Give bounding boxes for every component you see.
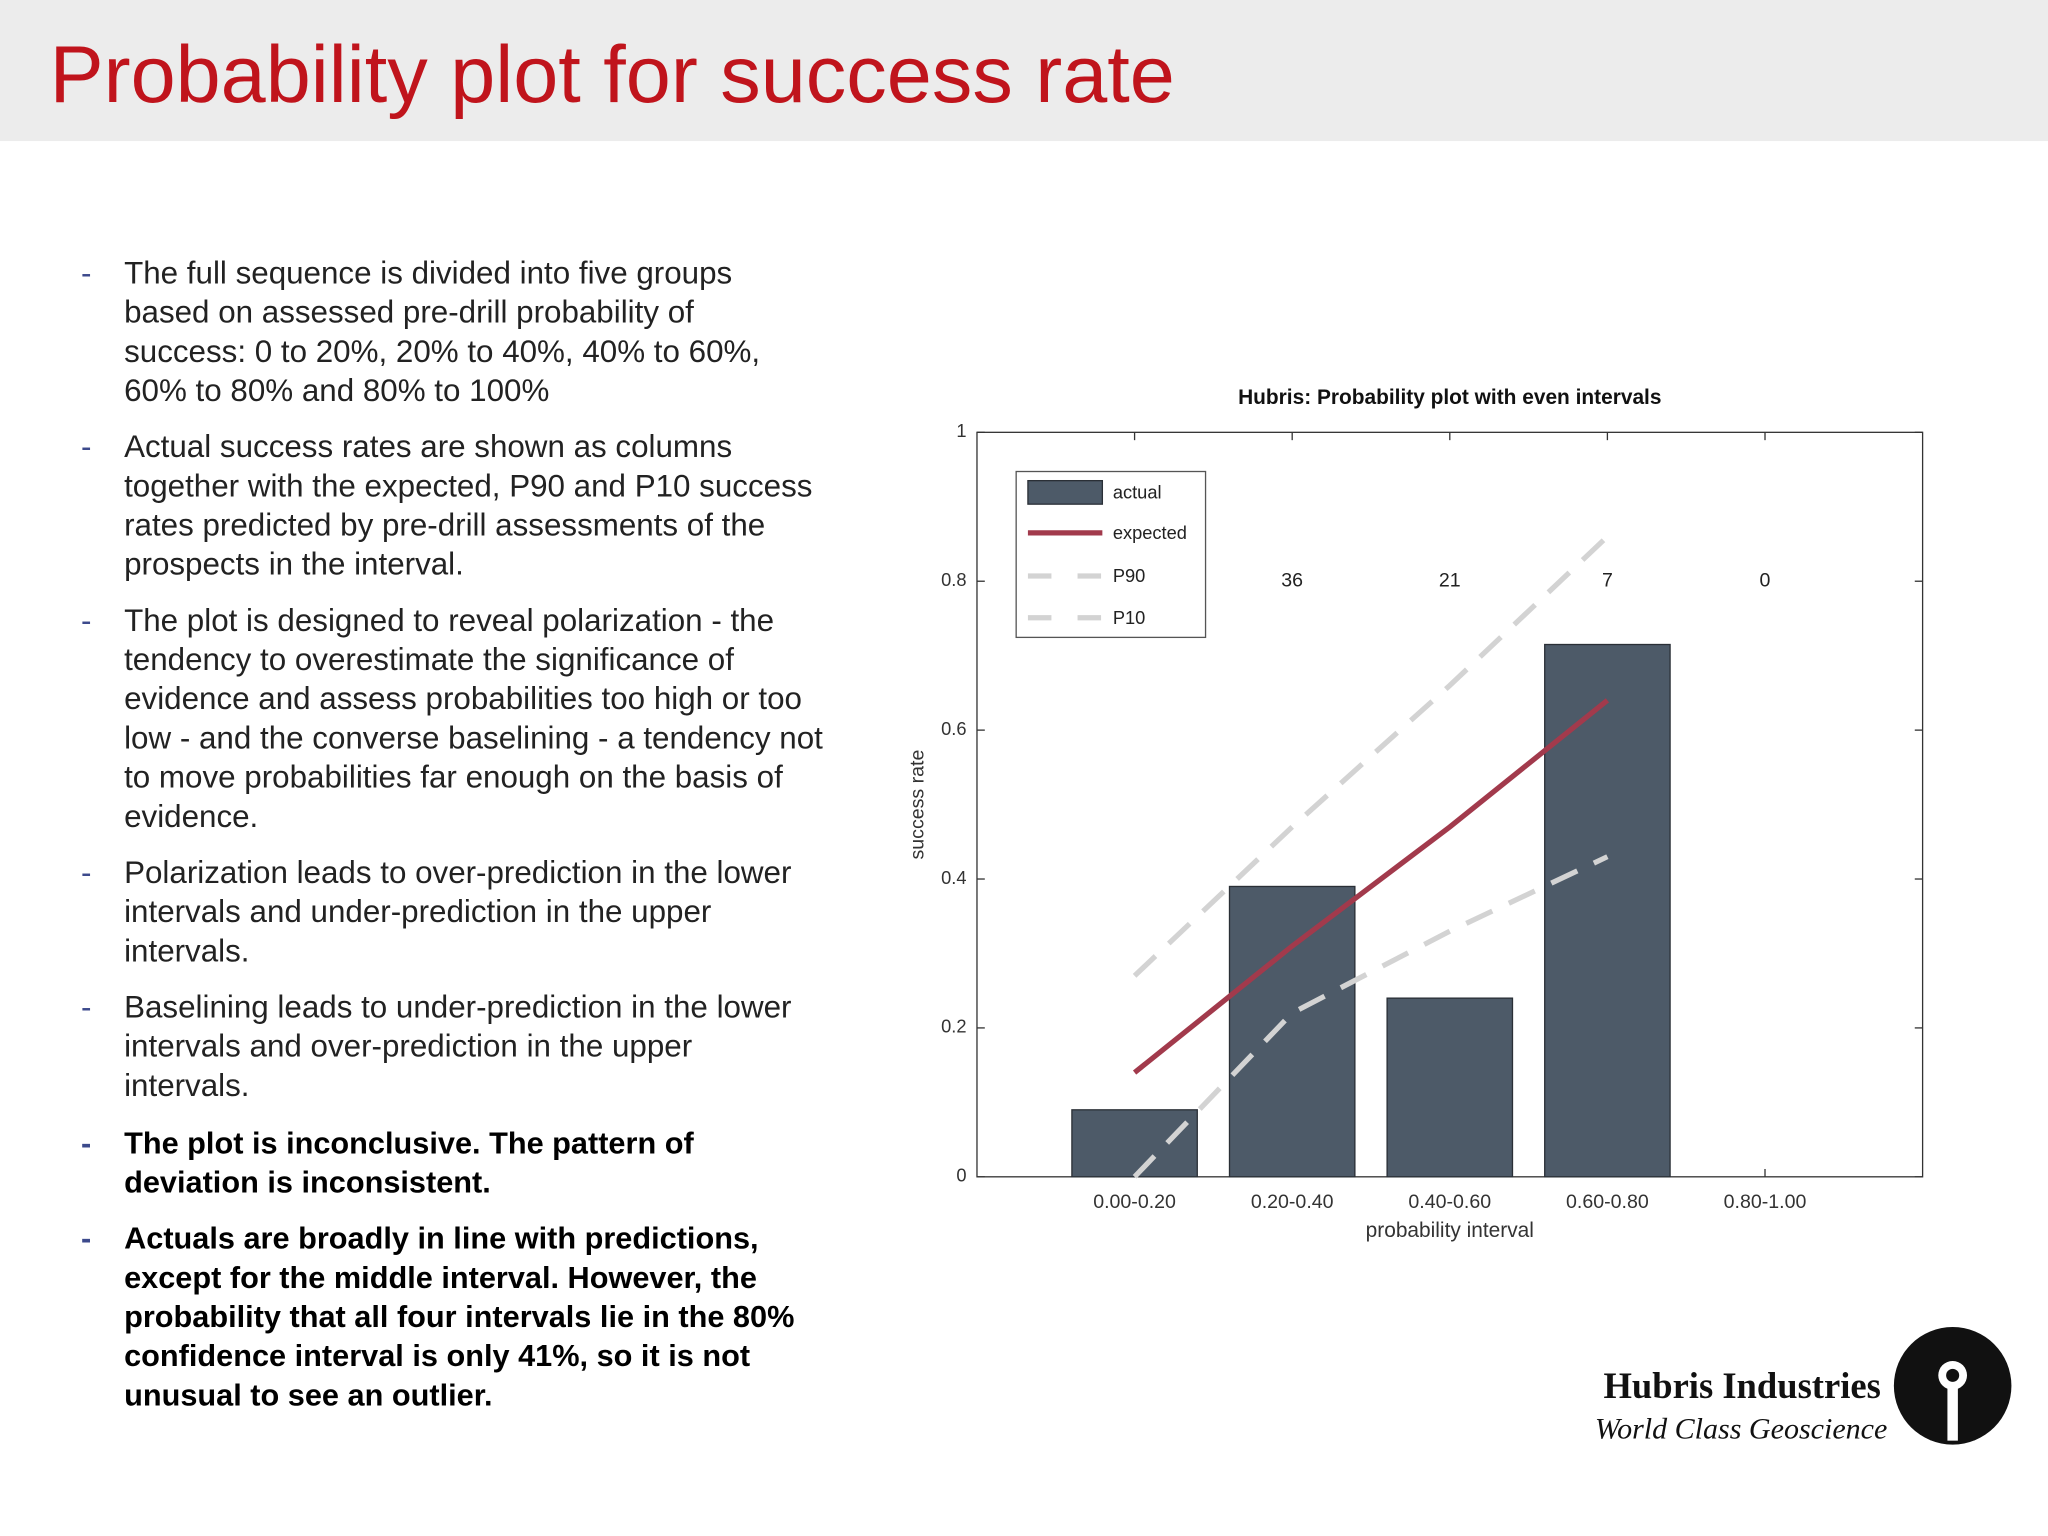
bullet: - Baselining leads to under-prediction in… [78,989,822,1107]
legend-label: P90 [1113,565,1146,586]
logo-mark-dot-core [1946,1368,1960,1382]
bullet-marker: - [80,1125,92,1160]
x-axis-label: probability interval [1366,1219,1534,1242]
slide-title: Probability plot for success rate [49,30,1175,121]
bullet-text: Polarization leads to over-prediction in… [124,855,792,970]
bullet-marker: - [80,603,92,639]
bullet-text: Actuals are broadly in line with predict… [124,1221,795,1412]
chart-title: Hubris: Probability plot with even inter… [1238,386,1661,409]
y-axis-label: success rate [906,750,928,860]
y-tick-label: 0.2 [941,1016,966,1037]
bullet: - Polarization leads to over-prediction i… [78,854,822,972]
y-tick-label: 0.8 [941,569,966,590]
bullet-marker: - [80,429,92,465]
count-label: 0 [1760,569,1771,591]
bullet-text: The plot is inconclusive. The pattern of… [124,1125,694,1200]
bar [1071,1109,1198,1178]
dashed-line [1132,854,1609,1179]
bullet: - Actuals are broadly in line with predic… [78,1219,822,1415]
bullet-text: The plot is designed to reveal polarizat… [124,603,823,835]
bullet: - The plot is designed to reveal polariza… [78,602,823,837]
logo-name: Hubris Industries [1603,1365,1880,1406]
x-tick-label: 0.00-0.20 [1093,1191,1176,1213]
header: Probability plot for success rate [0,0,2048,142]
bullet-text: Actual success rates are shown as column… [124,429,813,583]
bullet-marker: - [80,1221,92,1256]
bar [1544,643,1671,1178]
count-label: 7 [1602,569,1613,591]
y-tick-label: 0.4 [941,867,966,888]
bullet-list: - The full sequence is divided into five … [78,255,823,1432]
legend-label: actual [1113,482,1162,503]
y-tick-label: 0 [956,1165,966,1186]
bullet-marker: - [80,255,92,292]
x-tick-label: 0.20-0.40 [1251,1191,1334,1213]
y-tick-label: 1 [956,420,966,441]
bar [1228,885,1356,1178]
bullet: - The full sequence is divided into five … [78,255,822,412]
legend-swatch [1027,479,1104,505]
count-label: 36 [1281,569,1303,591]
x-tick-label: 0.60-0.80 [1566,1191,1649,1213]
bullet-text: Baselining leads to under-prediction in … [124,990,792,1104]
logo-mark-stem [1947,1375,1958,1441]
bullet-marker: - [80,855,92,891]
y-tick-label: 0.6 [941,718,966,739]
bullet: - The plot is inconclusive. The pattern o… [78,1123,822,1201]
bar [1386,997,1514,1178]
x-tick-label: 0.40-0.60 [1408,1191,1491,1213]
bullet: - Actual success rates are shown as colum… [78,428,822,585]
legend-label: expected [1113,522,1187,543]
logo-tagline: World Class Geoscience [1595,1412,1888,1445]
count-label: 21 [1439,569,1461,591]
bullet-text: The full sequence is divided into five g… [124,255,761,409]
bullet-marker: - [80,990,92,1026]
x-tick-label: 0.80-1.00 [1724,1191,1807,1213]
line [1132,698,1610,1075]
legend-label: P10 [1113,607,1146,628]
dashed-line [1132,534,1610,978]
